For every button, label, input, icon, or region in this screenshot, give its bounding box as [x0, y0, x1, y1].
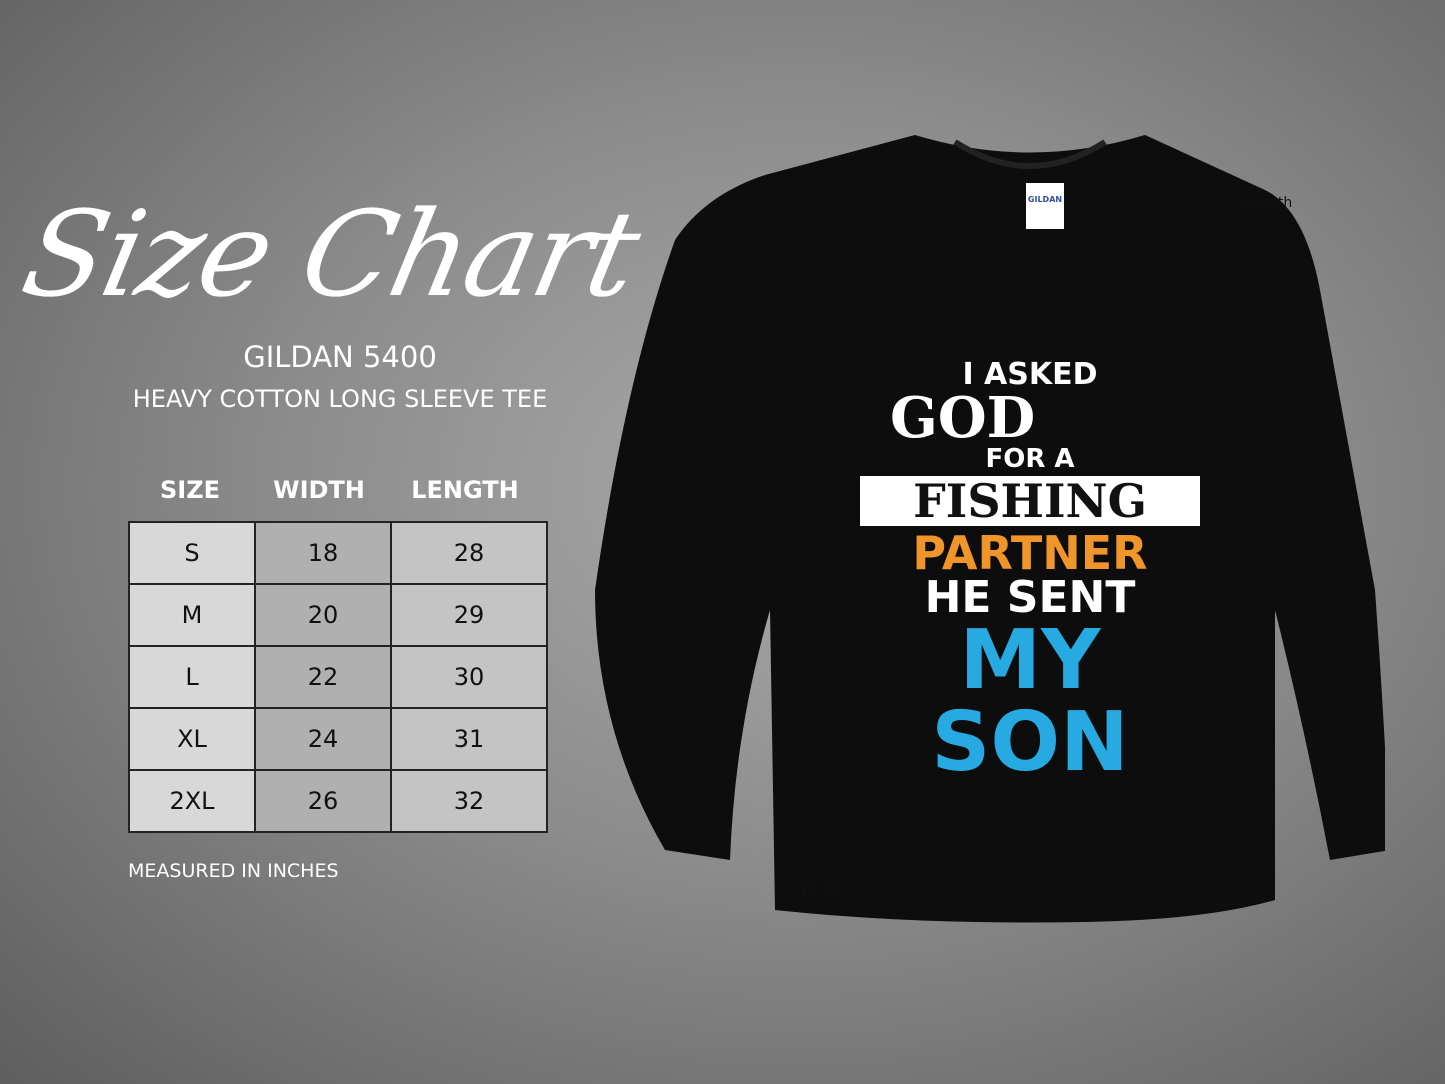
- table-row: M 20 29: [128, 583, 548, 647]
- header-length: LENGTH: [411, 476, 519, 504]
- width-cell: 20: [254, 583, 392, 647]
- gildan-tag: GILDAN: [1026, 183, 1064, 229]
- width-cell: 18: [254, 521, 392, 585]
- table-row: S 18 28: [128, 521, 548, 585]
- size-cell: S: [128, 521, 256, 585]
- shirt-image: [595, 135, 1385, 923]
- design-line: GOD: [890, 385, 1036, 451]
- product-description: HEAVY COTTON LONG SLEEVE TEE: [132, 385, 548, 413]
- width-cell: 22: [254, 645, 392, 709]
- length-cell: 29: [390, 583, 548, 647]
- design-line: I ASKED: [962, 357, 1098, 392]
- size-cell: M: [128, 583, 256, 647]
- design-line: FOR A: [985, 444, 1075, 474]
- length-cell: 32: [390, 769, 548, 833]
- table-row: 2XL 26 32: [128, 769, 548, 833]
- size-cell: L: [128, 645, 256, 709]
- size-table: S 18 28 M 20 29 L 22 30 XL 24 31 2XL 26 32: [128, 521, 548, 833]
- size-cell: 2XL: [128, 769, 256, 833]
- length-cell: 28: [390, 521, 548, 585]
- design-line: MY SON: [931, 613, 1129, 790]
- design-line: HE SENT: [924, 572, 1136, 623]
- size-cell: XL: [128, 707, 256, 771]
- width-cell: 26: [254, 769, 392, 833]
- table-row: XL 24 31: [128, 707, 548, 771]
- product-model: GILDAN 5400: [243, 340, 437, 374]
- design-line: FISHING: [860, 476, 1200, 526]
- measurement-note: MEASURED IN INCHES: [128, 860, 339, 882]
- design-line: PARTNER: [912, 526, 1148, 580]
- length-label: Length: [1244, 195, 1293, 211]
- table-row: L 22 30: [128, 645, 548, 709]
- shirt-body: [595, 135, 1385, 923]
- length-cell: 30: [390, 645, 548, 709]
- width-cell: 24: [254, 707, 392, 771]
- header-width: WIDTH: [273, 476, 365, 504]
- width-label: Width: [800, 881, 841, 897]
- size-chart-title: Size Chart: [11, 185, 650, 323]
- shirt-design: I ASKED GOD FOR A FISHING PARTNER HE SEN…: [860, 360, 1200, 784]
- length-cell: 31: [390, 707, 548, 771]
- header-size: SIZE: [159, 476, 220, 504]
- table-headers: SIZE WIDTH LENGTH: [128, 476, 544, 504]
